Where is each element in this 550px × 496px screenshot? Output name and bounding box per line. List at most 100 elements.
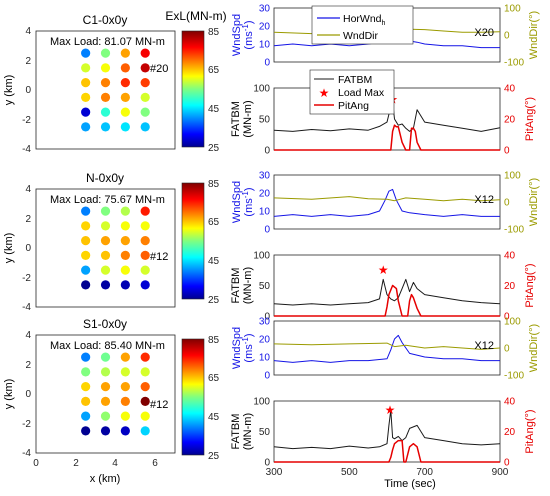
wnddir-axis-label: WndDir(°) [528,11,540,59]
turbine-dot [140,265,150,275]
wndspd-tick: 0 [264,225,270,236]
turbine-dot [120,221,130,231]
y-axis: 4 2 0 -2 -4 [22,330,31,459]
turbine-dot [100,78,111,88]
wnddir-tick: 100 [504,4,521,15]
fatbm-axis-label: FATBM [230,101,242,137]
y-tick: 4 [25,330,31,341]
y-tick: 2 [25,56,31,67]
turbine-dot [100,382,111,392]
scatter-panel-s1: S1-0x0y Max Load: 85.40 MN-m #12 4 2 0 -… [3,317,176,485]
turbine-dot [100,352,111,362]
turbine-dot [140,48,150,58]
dot-layer [81,48,150,132]
turbine-dot [81,411,91,421]
turbine-dot [140,426,150,436]
turbine-dot [120,122,130,132]
colorbar-tick: 25 [208,295,220,306]
colorbar-tick: 85 [208,335,220,346]
time-axis-label: Time (sec) [384,478,436,490]
colorbar-tick: 65 [208,217,220,228]
wndspd-tick: 0 [264,371,270,382]
legend-box [311,5,414,45]
dot-layer [81,206,150,290]
scatter-panel-n: N-0x0y Max Load: 75.67 MN-m #12 4 2 0 -2… [3,171,176,313]
load-legend: FATBM ★ Load Max PitAng [309,69,395,115]
turbine-dot [120,250,130,260]
colorbar-tick: 85 [208,27,220,38]
wndspd-tick: 20 [259,335,271,346]
fatbm-tick: 100 [253,397,270,408]
wnddir-tick: 100 [504,317,521,328]
y-axis-label: y (km) [3,379,15,410]
turbine-dot [120,396,130,406]
colorbar-2: 85 65 45 25 [181,179,220,306]
y-tick: 2 [25,360,31,371]
wnddir-axis-label: WndDir(°) [528,178,540,226]
y-tick: -2 [22,273,31,284]
fatbm-axis-label: FATBM [230,268,242,304]
wndspd-tick: 30 [259,317,271,328]
pitang-tick: 40 [504,397,516,408]
turbine-dot [81,280,91,290]
y-tick: -4 [22,302,31,313]
turbine-label: #20 [150,63,168,75]
turbine-dot [140,78,150,88]
colorbar-tick: 25 [208,451,220,462]
turbine-dot [100,411,111,421]
pitang-tick: 0 [504,146,510,157]
turbine-dot [81,352,91,362]
turbine-dot [120,78,130,88]
turbine-dot [140,122,150,132]
turbine-dot [140,107,150,117]
turbine-dot [81,382,91,392]
pitang-line [274,124,500,151]
turbine-dot [81,221,91,231]
turbine-dot [81,78,91,88]
colorbar-1: 85 65 45 25 [181,27,220,154]
pitang-tick: 20 [504,115,516,126]
colorbar-tick: 65 [208,65,220,76]
turbine-dot [81,236,91,246]
fatbm-tick: 0 [264,312,270,323]
fatbm-line [273,101,501,132]
turbine-dot [140,352,150,362]
y-axis-label: y (km) [3,75,15,106]
y-tick: 0 [25,389,31,400]
probe-label: X12 [474,194,494,206]
turbine-dot [120,48,130,58]
y-axis: 4 2 0 -2 -4 [22,26,31,155]
wnddir-line [273,342,501,350]
turbine-dot [100,48,111,58]
turbine-dot [100,265,111,275]
pitang-tick: 20 [504,427,516,438]
plot-frame [273,174,501,230]
turbine-label: #12 [150,251,168,263]
turbine-dot [100,367,111,377]
turbine-dot [140,236,150,246]
fatbm-tick: 50 [259,427,271,438]
fatbm-line [273,409,501,450]
max-load-annotation: Max Load: 75.67 MN-m [50,194,165,206]
legend-box [309,69,395,115]
turbine-dot [81,206,91,216]
turbine-dot [140,280,150,290]
turbine-dot [120,92,130,102]
turbine-dot [81,265,91,275]
turbine-dot [81,92,91,102]
x-tick: 2 [73,458,79,469]
wndspd-tick: 10 [259,353,271,364]
turbine-dot [81,396,91,406]
probe-label: X20 [474,27,494,39]
pitang-tick: 40 [504,251,516,262]
turbine-dot [100,122,111,132]
turbine-dot [81,250,91,260]
fatbm-panel: ★ 100 50 0 40 20 0 FATBM(MN-m) PitAng(°) [230,251,536,323]
colorbar-gradient [181,182,205,300]
wndspd-unit-label: (ms-1) [241,187,255,216]
turbine-dot [100,63,111,73]
wnddir-tick: 100 [504,171,521,182]
